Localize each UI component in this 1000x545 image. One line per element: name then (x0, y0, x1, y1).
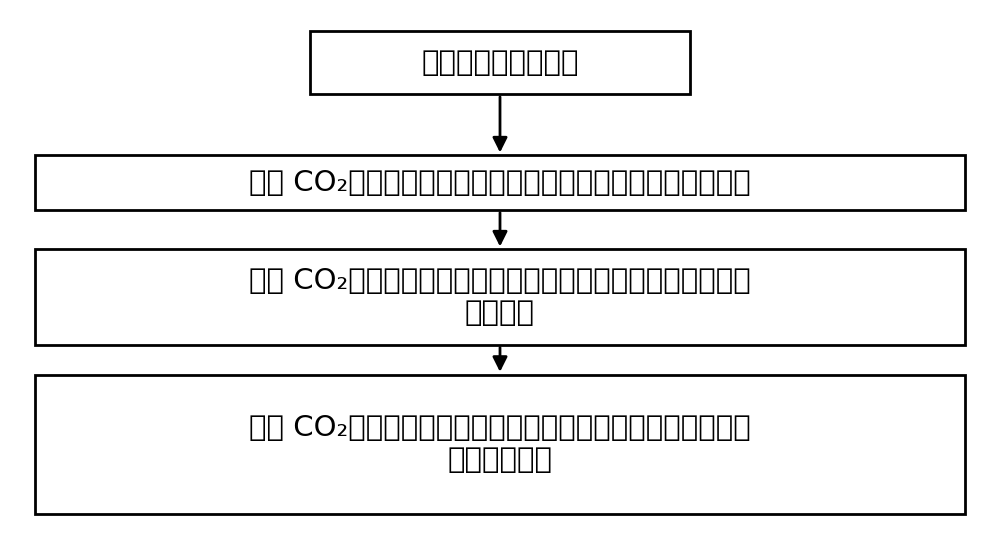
Bar (35, 250, 965, 344)
Text: 中粘 CO₂酸液体系围绕中部主裂缝造次生裂缝，并对主裂缝进: 中粘 CO₂酸液体系围绕中部主裂缝造次生裂缝，并对主裂缝进 (249, 267, 751, 295)
Text: 行酸刻蚀: 行酸刻蚀 (465, 299, 535, 327)
Bar (310, 31, 690, 94)
Text: 储层的穿透性: 储层的穿透性 (448, 446, 552, 474)
Text: 高粘 CO₂酸液体系进一步延长主裂缝，并对主裂缝进行酸刻蚀: 高粘 CO₂酸液体系进一步延长主裂缝，并对主裂缝进行酸刻蚀 (249, 168, 751, 197)
Bar (35, 375, 965, 513)
Text: 低粘 CO₂酸液体系围绕主裂缝造次生裂缝，增强主裂缝对周围: 低粘 CO₂酸液体系围绕主裂缝造次生裂缝，增强主裂缝对周围 (249, 414, 751, 443)
Text: 高粘压裂液造主裂缝: 高粘压裂液造主裂缝 (421, 49, 579, 77)
Bar (35, 155, 965, 210)
